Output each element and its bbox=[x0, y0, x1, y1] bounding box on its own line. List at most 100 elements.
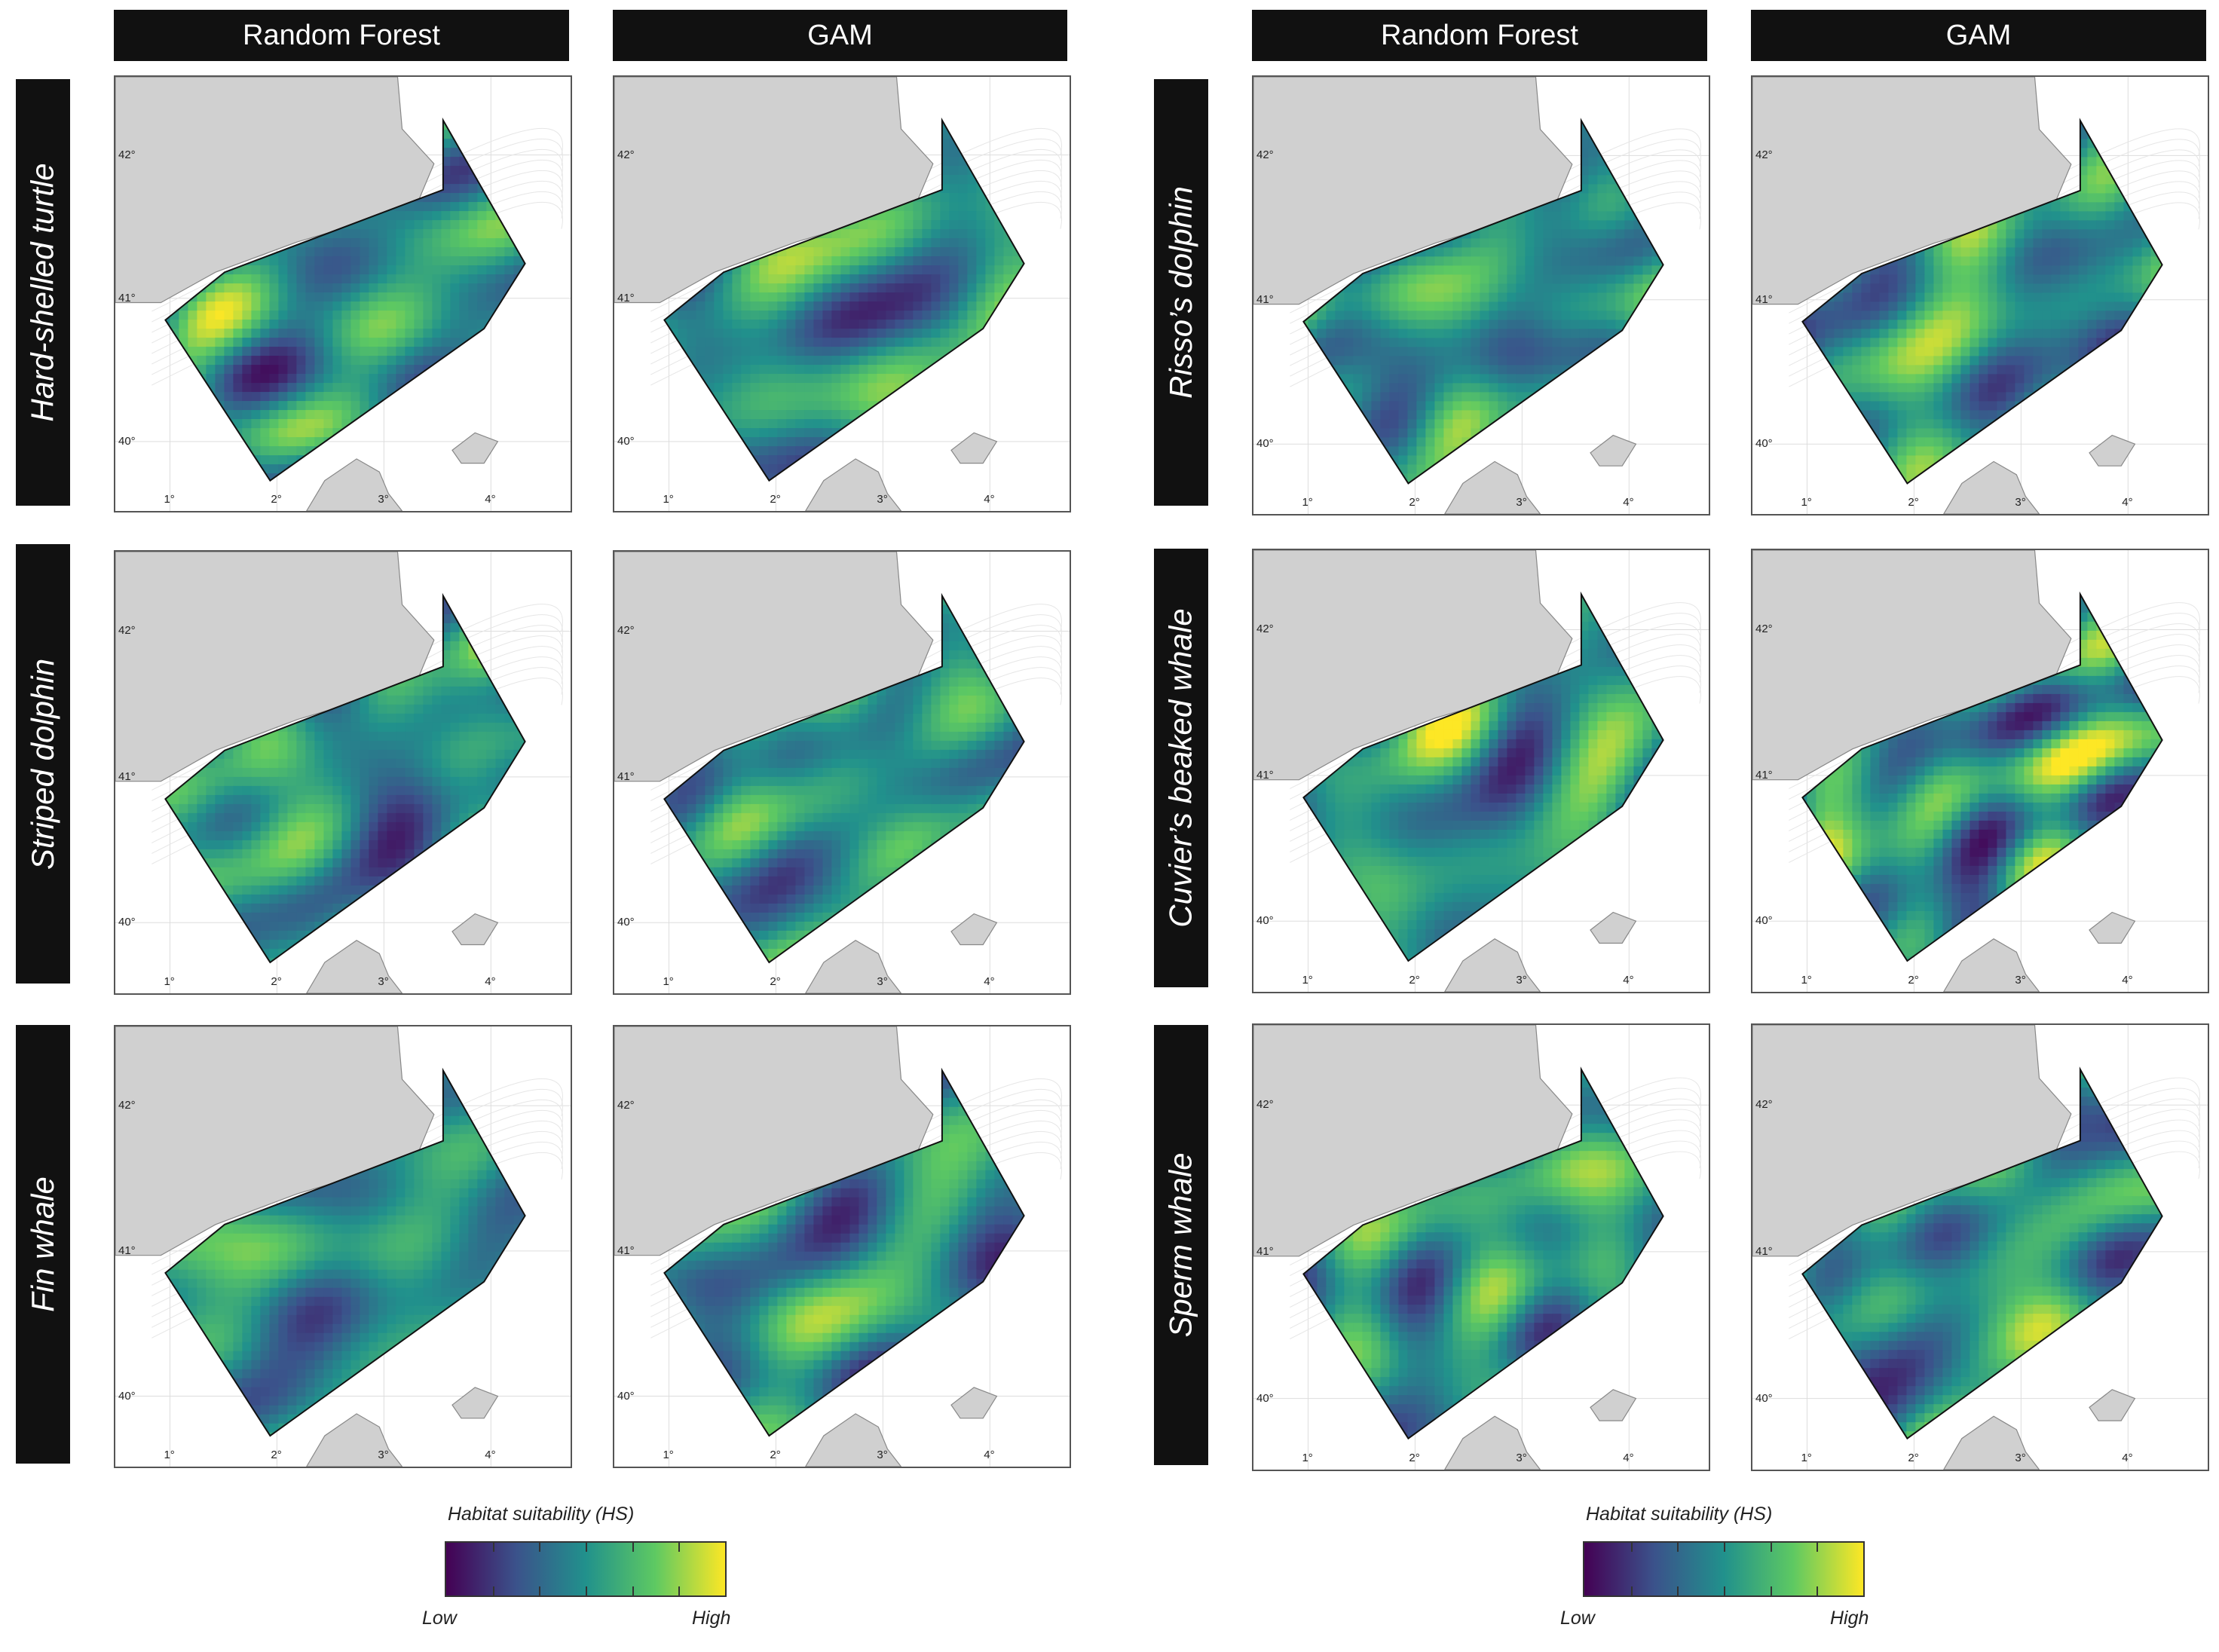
map-panel-right-rf-1: 42° 41° 40° 1° 2° 3° 4° bbox=[1252, 549, 1710, 993]
latitude-tick-label: 41° bbox=[1256, 769, 1274, 782]
colorbar-tick bbox=[1630, 1543, 1633, 1552]
menorca-island bbox=[451, 913, 499, 946]
mallorca-island bbox=[1444, 1415, 1541, 1470]
habitat-map bbox=[1752, 77, 2208, 514]
mallorca-island bbox=[1444, 460, 1541, 514]
legend-colorbar bbox=[1583, 1541, 1865, 1597]
latitude-tick-label: 40° bbox=[118, 435, 136, 448]
colorbar-tick bbox=[586, 1586, 587, 1595]
longitude-tick-label: 3° bbox=[378, 1449, 388, 1461]
row-label-fin-whale: Fin whale bbox=[16, 1025, 70, 1464]
longitude-tick-label: 1° bbox=[1302, 1452, 1312, 1464]
latitude-tick-label: 41° bbox=[1755, 293, 1773, 306]
longitude-tick-label: 2° bbox=[1908, 1452, 1918, 1464]
colorbar-tick bbox=[1817, 1586, 1819, 1595]
latitude-tick-label: 41° bbox=[118, 770, 136, 783]
study-area-outline bbox=[1302, 591, 1664, 962]
colorbar-tick bbox=[678, 1543, 681, 1552]
latitude-tick-label: 41° bbox=[118, 292, 136, 304]
longitude-tick-label: 2° bbox=[271, 1449, 281, 1461]
study-area-outline bbox=[1302, 1066, 1664, 1440]
longitude-tick-label: 4° bbox=[485, 493, 495, 506]
mainland-coast bbox=[1253, 550, 1573, 781]
habitat-map bbox=[1253, 1025, 1709, 1470]
menorca-island bbox=[1590, 1389, 1637, 1421]
longitude-tick-label: 4° bbox=[2122, 496, 2132, 509]
map-panel-right-gam-0: 42° 41° 40° 1° 2° 3° 4° bbox=[1751, 75, 2209, 515]
legend-title: Habitat suitability (HS) bbox=[1586, 1504, 1772, 1525]
longitude-tick-label: 4° bbox=[984, 1449, 994, 1461]
latitude-tick-label: 41° bbox=[617, 1244, 635, 1257]
habitat-map bbox=[1752, 550, 2208, 992]
row-label-sperm-whale: Sperm whale bbox=[1154, 1025, 1208, 1465]
longitude-tick-label: 3° bbox=[877, 975, 887, 988]
habitat-map bbox=[115, 77, 571, 511]
legend-low-label: Low bbox=[422, 1608, 457, 1629]
longitude-tick-label: 2° bbox=[1908, 496, 1918, 509]
latitude-tick-label: 42° bbox=[118, 1099, 136, 1112]
menorca-island bbox=[950, 432, 998, 464]
species-label: Fin whale bbox=[25, 1176, 61, 1312]
mallorca-island bbox=[805, 1413, 902, 1467]
colorbar-tick bbox=[678, 1586, 681, 1595]
mainland-coast bbox=[115, 77, 435, 304]
map-panel-left-gam-2: 42° 41° 40° 1° 2° 3° 4° bbox=[613, 1025, 1071, 1468]
longitude-tick-label: 1° bbox=[663, 975, 673, 988]
longitude-tick-label: 3° bbox=[2015, 1452, 2025, 1464]
latitude-tick-label: 40° bbox=[617, 916, 635, 928]
longitude-tick-label: 1° bbox=[164, 493, 174, 506]
longitude-tick-label: 4° bbox=[485, 975, 495, 988]
latitude-tick-label: 41° bbox=[1256, 1245, 1274, 1258]
legend-right: Habitat suitability (HS) Low High bbox=[1545, 1504, 1892, 1639]
study-area-outline bbox=[1801, 1066, 2163, 1440]
longitude-tick-label: 2° bbox=[271, 493, 281, 506]
latitude-tick-label: 40° bbox=[1755, 914, 1773, 927]
study-area-outline bbox=[1801, 591, 2163, 962]
colorbar-tick bbox=[1817, 1543, 1819, 1552]
menorca-island bbox=[451, 432, 499, 464]
legend-high-label: High bbox=[692, 1608, 730, 1629]
latitude-tick-label: 42° bbox=[1755, 623, 1773, 635]
legend-low-label: Low bbox=[1560, 1608, 1595, 1629]
row-label-cuviers-beaked-whale: Cuvier’s beaked whale bbox=[1154, 549, 1208, 987]
longitude-tick-label: 1° bbox=[663, 1449, 673, 1461]
longitude-tick-label: 3° bbox=[1516, 496, 1526, 509]
longitude-tick-label: 2° bbox=[271, 975, 281, 988]
latitude-tick-label: 42° bbox=[1256, 1098, 1274, 1111]
latitude-tick-label: 42° bbox=[1256, 148, 1274, 161]
mainland-coast bbox=[1752, 77, 2072, 305]
map-panel-left-rf-0: 42° 41° 40° 1° 2° 3° 4° bbox=[114, 75, 572, 512]
latitude-tick-label: 42° bbox=[1256, 623, 1274, 635]
colorbar-tick bbox=[492, 1543, 494, 1552]
colorbar-tick bbox=[492, 1586, 494, 1595]
study-area-outline bbox=[1302, 118, 1664, 485]
map-panel-right-rf-2: 42° 41° 40° 1° 2° 3° 4° bbox=[1252, 1023, 1710, 1471]
habitat-map bbox=[614, 552, 1070, 993]
map-panel-right-rf-0: 42° 41° 40° 1° 2° 3° 4° bbox=[1252, 75, 1710, 515]
species-label: Striped dolphin bbox=[25, 658, 61, 869]
menorca-island bbox=[950, 913, 998, 946]
colorbar-tick bbox=[1770, 1543, 1772, 1552]
longitude-tick-label: 4° bbox=[485, 1449, 495, 1461]
species-label: Hard-shelled turtle bbox=[25, 163, 61, 421]
mallorca-island bbox=[1943, 1415, 2040, 1470]
habitat-map bbox=[614, 1026, 1070, 1467]
longitude-tick-label: 4° bbox=[2122, 1452, 2132, 1464]
mainland-coast bbox=[614, 1026, 934, 1256]
menorca-island bbox=[1590, 911, 1637, 944]
latitude-tick-label: 42° bbox=[617, 148, 635, 161]
legend-colorbar bbox=[445, 1541, 727, 1597]
longitude-tick-label: 3° bbox=[2015, 496, 2025, 509]
species-label: Sperm whale bbox=[1163, 1152, 1199, 1337]
colorbar-tick bbox=[632, 1543, 634, 1552]
legend-title: Habitat suitability (HS) bbox=[448, 1504, 634, 1525]
latitude-tick-label: 40° bbox=[118, 916, 136, 928]
longitude-tick-label: 4° bbox=[984, 975, 994, 988]
longitude-tick-label: 1° bbox=[1801, 1452, 1811, 1464]
latitude-tick-label: 41° bbox=[1755, 1245, 1773, 1258]
colorbar-tick bbox=[1770, 1586, 1772, 1595]
longitude-tick-label: 2° bbox=[1908, 974, 1918, 987]
latitude-tick-label: 42° bbox=[1755, 148, 1773, 161]
mainland-coast bbox=[115, 552, 435, 782]
menorca-island bbox=[1590, 434, 1637, 467]
